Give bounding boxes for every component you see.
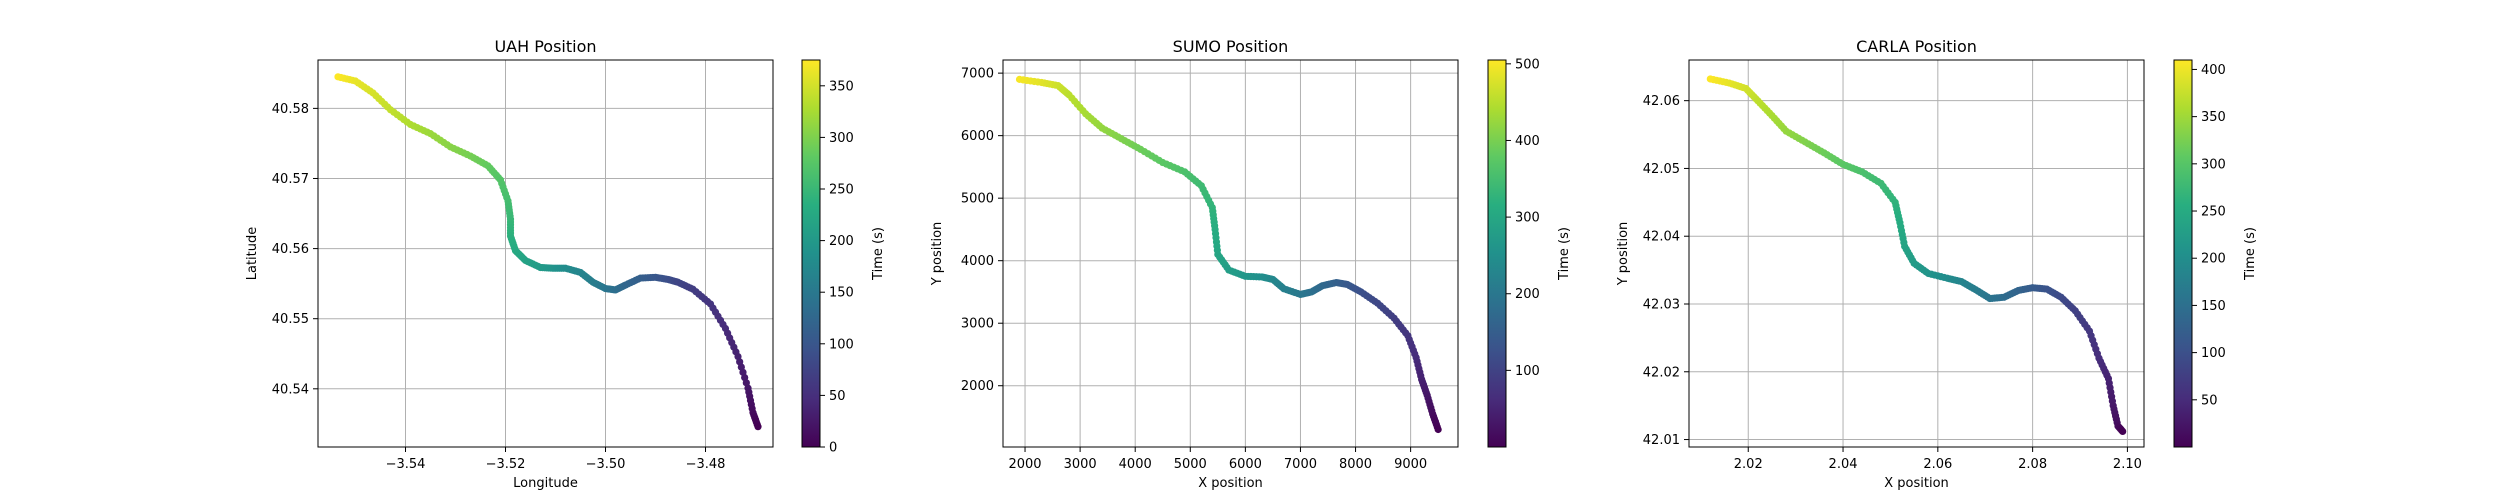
trajectory-point xyxy=(2119,427,2127,436)
colorbar-tick-label: 0 xyxy=(829,441,837,456)
y-tick-label: 40.55 xyxy=(272,312,309,327)
x-tick-label: −3.50 xyxy=(586,457,626,472)
chart-title: SUMO Position xyxy=(1173,37,1289,56)
x-tick-label: −3.52 xyxy=(486,457,526,472)
x-axis-label: X position xyxy=(1198,476,1263,491)
colorbar-tick-label: 200 xyxy=(829,234,854,249)
y-axis-label: Latitude xyxy=(245,227,260,281)
y-tick-label: 7000 xyxy=(961,67,994,82)
y-tick-label: 42.06 xyxy=(1643,94,1680,109)
colorbar-tick-label: 400 xyxy=(2201,63,2226,78)
axes-frame xyxy=(317,59,774,448)
y-tick-label: 42.02 xyxy=(1643,365,1680,380)
y-tick-label: 40.56 xyxy=(272,242,309,257)
y-tick-label: 42.05 xyxy=(1643,162,1680,177)
y-axis-label: Y position xyxy=(1616,222,1631,287)
colorbar-tick-label: 300 xyxy=(1515,211,1540,226)
x-tick-label: 2.04 xyxy=(1829,457,1858,472)
y-tick-label: 42.04 xyxy=(1643,230,1680,245)
colorbar-tick-label: 50 xyxy=(2201,393,2218,408)
colorbar-tick-label: 100 xyxy=(829,337,854,352)
colorbar-tick-label: 200 xyxy=(2201,252,2226,267)
colorbar xyxy=(2173,59,2193,448)
x-tick-label: 7000 xyxy=(1284,457,1317,472)
colorbar-tick-label: 300 xyxy=(2201,157,2226,172)
colorbar-tick-label: 100 xyxy=(1515,364,1540,379)
x-tick-label: 2.10 xyxy=(2113,457,2142,472)
axes-frame xyxy=(1688,59,2145,448)
colorbar xyxy=(1487,59,1507,448)
colorbar-label: Time (s) xyxy=(871,227,886,281)
y-tick-label: 40.57 xyxy=(272,172,309,187)
colorbar-tick-label: 350 xyxy=(829,79,854,94)
colorbar xyxy=(801,59,821,448)
x-tick-label: 3000 xyxy=(1064,457,1097,472)
y-tick-label: 42.03 xyxy=(1643,297,1680,312)
x-tick-label: 2.02 xyxy=(1734,457,1763,472)
x-tick-label: 9000 xyxy=(1394,457,1427,472)
x-axis-label: X position xyxy=(1884,476,1949,491)
y-tick-label: 2000 xyxy=(961,379,994,394)
x-tick-label: 5000 xyxy=(1174,457,1207,472)
y-tick-label: 4000 xyxy=(961,254,994,269)
x-tick-label: −3.54 xyxy=(386,457,426,472)
y-tick-label: 40.54 xyxy=(272,382,309,397)
chart-title: CARLA Position xyxy=(1856,37,1977,56)
colorbar-tick-label: 350 xyxy=(2201,110,2226,125)
colorbar-tick-label: 500 xyxy=(1515,57,1540,72)
x-tick-label: 2.08 xyxy=(2018,457,2047,472)
y-tick-label: 6000 xyxy=(961,129,994,144)
x-axis-label: Longitude xyxy=(513,476,578,491)
x-tick-label: 4000 xyxy=(1119,457,1152,472)
colorbar-tick-label: 300 xyxy=(829,131,854,146)
panel-1: −3.54 −3.52 −3.50 −3.48 40.54 40.55 40.56 40.57… xyxy=(245,37,886,491)
y-tick-label: 42.01 xyxy=(1643,433,1680,448)
y-tick-label: 5000 xyxy=(961,192,994,207)
colorbar-tick-label: 250 xyxy=(2201,205,2226,220)
y-tick-label: 3000 xyxy=(961,317,994,332)
trajectory-point xyxy=(1434,425,1442,434)
x-tick-label: 8000 xyxy=(1339,457,1372,472)
colorbar-tick-label: 50 xyxy=(829,389,846,404)
x-tick-label: 6000 xyxy=(1229,457,1262,472)
chart-title: UAH Position xyxy=(494,37,596,56)
y-tick-label: 40.58 xyxy=(272,102,309,117)
colorbar-tick-label: 400 xyxy=(1515,134,1540,149)
panel-3: 2.02 2.04 2.06 2.08 2.10 42.01 42.02 42.03 42.04… xyxy=(1616,37,2258,491)
colorbar-label: Time (s) xyxy=(1557,227,1572,281)
y-axis-label: Y position xyxy=(930,222,945,287)
colorbar-tick-label: 250 xyxy=(829,183,854,198)
axes-frame xyxy=(1002,59,1459,448)
x-tick-label: 2.06 xyxy=(1923,457,1952,472)
colorbar-tick-label: 150 xyxy=(829,286,854,301)
x-tick-label: −3.48 xyxy=(686,457,726,472)
panel-2: 2000 3000 4000 5000 6000 7000 8000 9000 2000 3000… xyxy=(930,37,1572,491)
colorbar-tick-label: 100 xyxy=(2201,346,2226,361)
colorbar-label: Time (s) xyxy=(2243,227,2258,281)
colorbar-tick-label: 200 xyxy=(1515,287,1540,302)
trajectory-point xyxy=(754,423,762,431)
x-tick-label: 2000 xyxy=(1008,457,1041,472)
colorbar-tick-label: 150 xyxy=(2201,299,2226,314)
